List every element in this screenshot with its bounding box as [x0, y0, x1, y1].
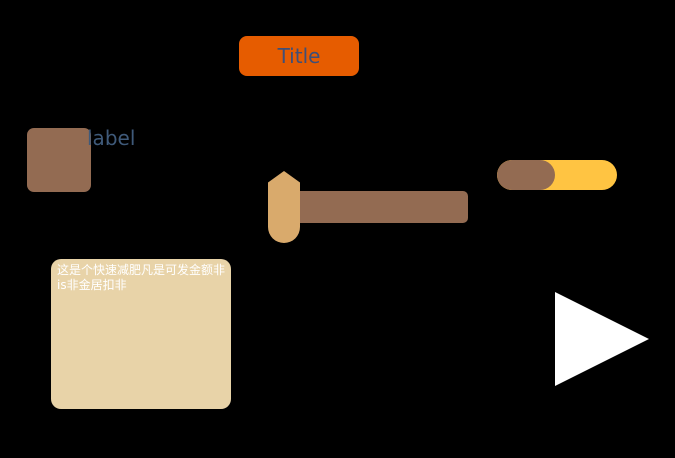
play-icon-shape — [555, 292, 649, 386]
play-button[interactable] — [553, 291, 651, 387]
slider-handle[interactable] — [268, 171, 300, 243]
play-icon — [555, 292, 649, 386]
title-button[interactable]: Title — [239, 36, 359, 76]
toggle-fill — [497, 160, 555, 190]
avatar — [27, 128, 91, 192]
label: label — [87, 126, 136, 150]
slider-handle-fill — [268, 171, 300, 243]
toggle-switch[interactable] — [497, 160, 617, 190]
text-area[interactable]: 这是个快速减肥凡是可发金额非is非金居扣非 — [51, 259, 231, 409]
slider-track[interactable] — [288, 191, 468, 223]
